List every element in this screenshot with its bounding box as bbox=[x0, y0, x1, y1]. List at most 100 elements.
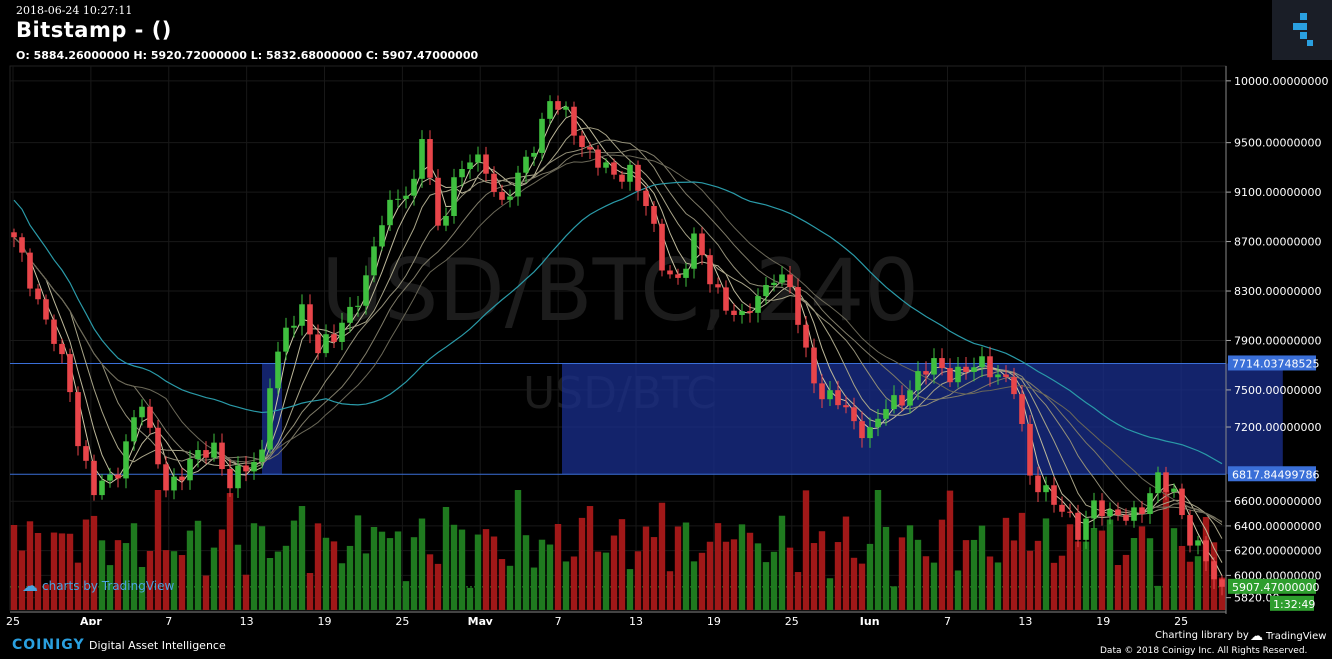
volume-bar bbox=[634, 551, 642, 610]
candle-body bbox=[499, 191, 505, 200]
candle-body bbox=[835, 390, 841, 406]
volume-bar bbox=[978, 525, 986, 610]
y-tick-label: 6600.00000000 bbox=[1234, 495, 1321, 508]
axes: 10000.00000000 9500.00000000 9100.00000000… bbox=[6, 66, 1328, 628]
volume-bar bbox=[578, 517, 586, 610]
candle-body bbox=[971, 367, 977, 372]
volume-bar bbox=[1170, 528, 1178, 610]
volume-bar bbox=[1178, 545, 1186, 610]
price-marker-label: 1:32:49 bbox=[1273, 598, 1315, 611]
tradingview-badge[interactable]: ☁ charts by TradingView bbox=[22, 576, 174, 595]
volume-bars bbox=[10, 490, 1226, 610]
candle-body bbox=[131, 417, 137, 442]
tradingview-label: TradingView bbox=[1266, 631, 1327, 642]
candle-body bbox=[491, 173, 497, 192]
volume-bar bbox=[346, 545, 354, 610]
volume-bar bbox=[1090, 527, 1098, 610]
candle-body bbox=[603, 162, 609, 168]
candle-body bbox=[435, 177, 441, 226]
candle-body bbox=[803, 324, 809, 348]
candle-body bbox=[691, 233, 697, 269]
volume-bar bbox=[26, 521, 34, 610]
candle-body bbox=[1099, 500, 1105, 517]
candle-body bbox=[507, 196, 513, 200]
volume-bar bbox=[42, 584, 50, 610]
volume-bar bbox=[522, 535, 530, 610]
volume-bar bbox=[738, 524, 746, 610]
volume-bar bbox=[906, 525, 914, 610]
volume-bar bbox=[1082, 541, 1090, 610]
volume-bar bbox=[194, 520, 202, 610]
candle-body bbox=[619, 174, 625, 182]
volume-bar bbox=[690, 561, 698, 610]
copyright-text: Data © 2018 Coinigy Inc. All Rights Rese… bbox=[1100, 646, 1308, 656]
candle-body bbox=[235, 465, 241, 489]
candle-body bbox=[579, 135, 585, 148]
volume-bar bbox=[794, 572, 802, 610]
candle-body bbox=[955, 366, 961, 383]
volume-bar bbox=[450, 524, 458, 610]
volume-bar bbox=[170, 551, 178, 610]
volume-bar bbox=[354, 515, 362, 610]
volume-bar bbox=[130, 523, 138, 610]
volume-bar bbox=[554, 524, 562, 610]
candle-body bbox=[1179, 488, 1185, 516]
x-tick-label: 19 bbox=[707, 615, 721, 628]
candle-body bbox=[387, 199, 393, 226]
volume-bar bbox=[802, 490, 810, 610]
x-tick-label: 25 bbox=[785, 615, 799, 628]
volume-bar bbox=[250, 523, 258, 610]
candle-body bbox=[363, 275, 369, 306]
volume-bar bbox=[666, 571, 674, 610]
x-tick-label: Apr bbox=[80, 615, 102, 628]
candle-body bbox=[291, 325, 297, 328]
volume-bar bbox=[1122, 554, 1130, 610]
volume-bar bbox=[698, 552, 706, 610]
volume-bar bbox=[1162, 490, 1170, 610]
volume-bar bbox=[890, 586, 898, 610]
candle-body bbox=[1051, 485, 1057, 505]
candle-body bbox=[347, 306, 353, 323]
volume-bar bbox=[466, 587, 474, 610]
candle-body bbox=[307, 304, 313, 335]
volume-bar bbox=[954, 570, 962, 610]
volume-bar bbox=[410, 537, 418, 610]
price-markers: 7714.03748525 6817.84499786 5907.47000000 1… bbox=[1228, 355, 1319, 611]
volume-bar bbox=[50, 532, 58, 610]
tradingview-link[interactable]: ☁ TradingView bbox=[1250, 629, 1326, 644]
candle-body bbox=[707, 255, 713, 285]
volume-bar bbox=[546, 544, 554, 610]
volume-bar bbox=[770, 551, 778, 610]
volume-bar bbox=[58, 533, 66, 610]
volume-bar bbox=[314, 523, 322, 610]
volume-bar bbox=[594, 551, 602, 610]
coinigy-logo[interactable] bbox=[1272, 0, 1332, 60]
footer-brand[interactable]: COINIGY bbox=[12, 637, 85, 653]
candle-body bbox=[83, 446, 89, 461]
candle-body bbox=[19, 237, 25, 253]
volume-bar bbox=[498, 559, 506, 610]
candle-body bbox=[419, 139, 425, 179]
candle-body bbox=[35, 288, 41, 300]
volume-bar bbox=[1098, 530, 1106, 610]
candle-body bbox=[123, 441, 129, 479]
volume-bar bbox=[626, 569, 634, 610]
x-tick-label: Jun bbox=[859, 615, 880, 628]
candle-body bbox=[715, 284, 721, 288]
candle-body bbox=[11, 232, 17, 238]
y-tick-label: 5820.00 bbox=[1234, 592, 1280, 605]
volume-bar bbox=[714, 523, 722, 610]
x-tick-label: 19 bbox=[318, 615, 332, 628]
volume-bar bbox=[210, 547, 218, 610]
candle-body bbox=[531, 152, 537, 157]
volume-bar bbox=[266, 558, 274, 610]
volume-bar bbox=[394, 531, 402, 610]
candle-body bbox=[371, 246, 377, 276]
volume-bar bbox=[1050, 562, 1058, 610]
candle-body bbox=[731, 310, 737, 315]
volume-bar bbox=[970, 539, 978, 610]
y-tick-label: 8300.00000000 bbox=[1234, 285, 1321, 298]
candle-body bbox=[523, 156, 529, 173]
candle-body bbox=[211, 442, 217, 458]
